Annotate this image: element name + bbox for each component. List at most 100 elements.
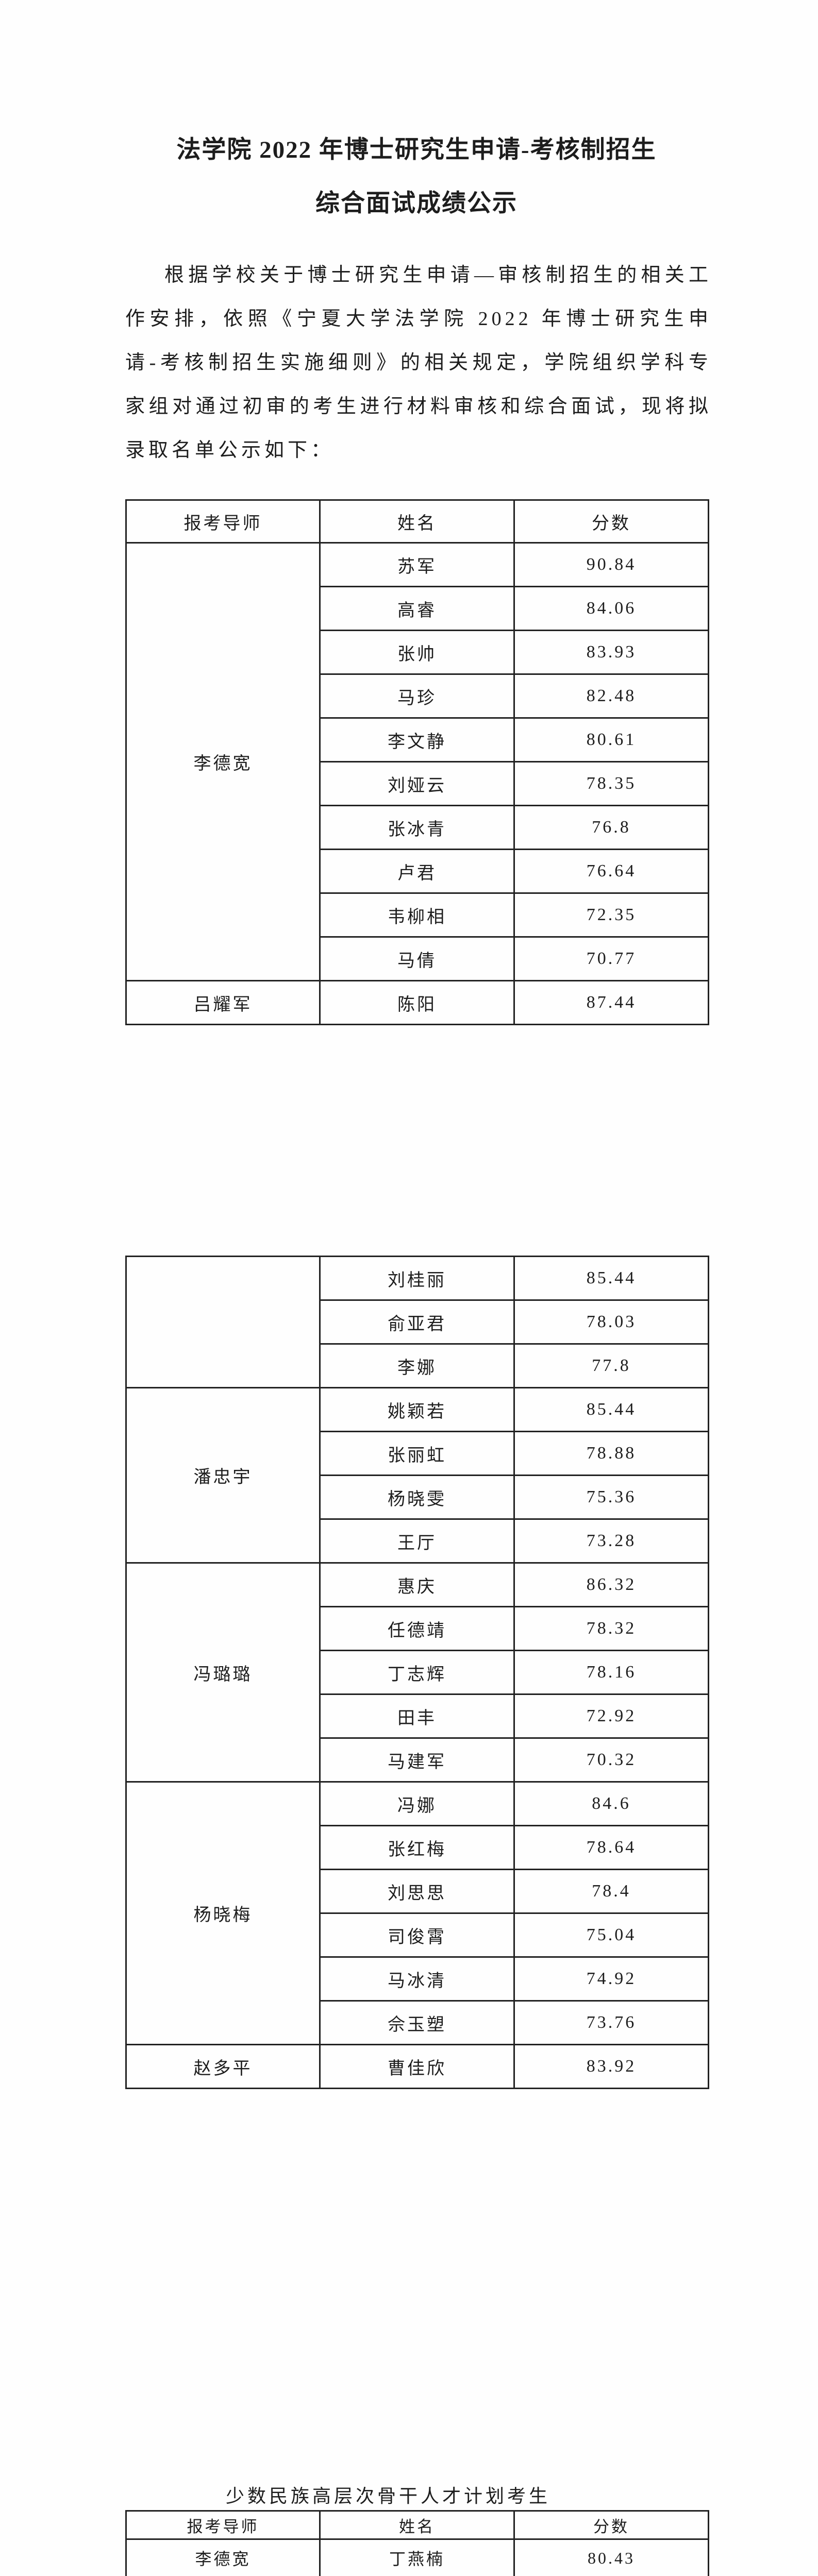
score-cell: 77.8: [513, 1343, 709, 1388]
mentor-cell: 吕耀军: [125, 980, 321, 1025]
score-cell: 72.35: [513, 892, 709, 938]
table-row: 李德宽 丁燕楠 80.43: [125, 2538, 709, 2576]
doc-title-line1: 法学院 2022 年博士研究生申请-考核制招生: [176, 137, 657, 164]
score-cell: 78.03: [513, 1299, 709, 1345]
table-row: 杨晓雯 75.36: [126, 1475, 709, 1520]
score-table-main-part2: 刘桂丽 85.44 俞亚君 78.03 李娜 77.8 潘忠宇 姚颖若 85.44 张丽虹 78.8…: [125, 1256, 709, 2089]
student-name-cell: 曹佳欣: [319, 2044, 515, 2089]
score-cell: 90.84: [513, 542, 709, 587]
table-header-row: 报考导师 姓名 分数: [125, 499, 709, 544]
student-name-cell: 刘思思: [319, 1869, 515, 1914]
score-cell: 76.8: [513, 805, 709, 850]
table-row: 任德靖 78.32: [126, 1606, 709, 1651]
table-row: 吕耀军 陈阳 87.44: [125, 980, 709, 1025]
student-name-cell: 王厅: [319, 1518, 515, 1564]
student-name-cell: 刘桂丽: [319, 1256, 515, 1301]
table-row: 王厅 73.28: [126, 1518, 709, 1564]
score-cell: 73.76: [513, 2000, 709, 2045]
score-cell: 83.93: [513, 630, 709, 675]
table-row: 张帅 83.93: [126, 630, 709, 675]
student-name-cell: 佘玉塑: [319, 2000, 515, 2045]
score-cell: 78.35: [513, 761, 709, 806]
table-row: 马珍 82.48: [126, 673, 709, 719]
score-cell: 86.32: [513, 1562, 709, 1607]
student-name-cell: 马建军: [319, 1737, 515, 1783]
table-header-row: 报考导师 姓名 分数: [125, 2510, 709, 2540]
student-name-cell: 苏军: [319, 542, 515, 587]
table-row: 俞亚君 78.03: [126, 1299, 709, 1345]
table-row: 张红梅 78.64: [126, 1825, 709, 1870]
student-name-cell: 杨晓雯: [319, 1475, 515, 1520]
mentor-cell: 潘忠宇: [125, 1387, 321, 1564]
table-row: 赵多平 曹佳欣 83.92: [125, 2044, 709, 2089]
header-score: 分数: [513, 499, 709, 544]
student-name-cell: 李娜: [319, 1343, 515, 1388]
score-cell: 75.36: [513, 1475, 709, 1520]
mentor-cell: 冯璐璐: [125, 1562, 321, 1783]
intro-paragraph: 根据学校关于博士研究生申请—审核制招生的相关工作安排，依照《宁夏大学法学院 20…: [125, 264, 712, 461]
score-cell: 73.28: [513, 1518, 709, 1564]
student-name-cell: 张帅: [319, 630, 515, 675]
header-score: 分数: [513, 2510, 709, 2540]
header-name: 姓名: [319, 2510, 515, 2540]
student-name-cell: 马珍: [319, 673, 515, 719]
score-table-main-part1: 报考导师 姓名 分数 李德宽 苏军 90.84 高睿 84.06 张帅 83.93 马珍 82.…: [125, 499, 709, 1025]
table-row: 司俊霄 75.04: [126, 1912, 709, 1958]
table-row: 卢君 76.64: [126, 849, 709, 894]
score-cell: 78.4: [513, 1869, 709, 1914]
mentor-cell: 李德宽: [125, 2538, 321, 2576]
table-row: 佘玉塑 73.76: [126, 2000, 709, 2045]
student-name-cell: 张冰青: [319, 805, 515, 850]
table-row: 李娜 77.8: [126, 1343, 709, 1388]
student-name-cell: 俞亚君: [319, 1299, 515, 1345]
student-name-cell: 张丽虹: [319, 1431, 515, 1476]
table-row: 杨晓梅 冯娜 84.6: [125, 1781, 709, 2045]
table-row: 冯璐璐 惠庆 86.32: [125, 1562, 709, 1783]
table-row: 潘忠宇 姚颖若 85.44: [125, 1387, 709, 1564]
score-cell: 80.43: [513, 2538, 709, 2576]
header-mentor: 报考导师: [125, 2510, 321, 2540]
student-name-cell: 马倩: [319, 936, 515, 981]
student-name-cell: 卢君: [319, 849, 515, 894]
table-row: 马倩 70.77: [126, 936, 709, 981]
table-row: 高睿 84.06: [126, 586, 709, 631]
table-row: 马冰清 74.92: [126, 1956, 709, 2002]
student-name-cell: 惠庆: [319, 1562, 515, 1607]
student-name-cell: 冯娜: [319, 1781, 515, 1826]
student-name-cell: 丁志辉: [319, 1650, 515, 1695]
student-name-cell: 丁燕楠: [319, 2538, 515, 2576]
mentor-cell: [125, 1256, 321, 1388]
score-cell: 78.32: [513, 1606, 709, 1651]
table-row: 马建军 70.32: [126, 1737, 709, 1783]
mentor-cell: 赵多平: [125, 2044, 321, 2089]
student-name-cell: 高睿: [319, 586, 515, 631]
score-cell: 85.44: [513, 1256, 709, 1301]
table-row: 张冰青 76.8: [126, 805, 709, 850]
student-name-cell: 司俊霄: [319, 1912, 515, 1958]
student-name-cell: 李文静: [319, 717, 515, 762]
score-cell: 70.77: [513, 936, 709, 981]
student-name-cell: 陈阳: [319, 980, 515, 1025]
student-name-cell: 刘娅云: [319, 761, 515, 806]
header-mentor: 报考导师: [125, 499, 321, 544]
doc-title-line2: 综合面试成绩公示: [315, 190, 517, 217]
student-name-cell: 姚颖若: [319, 1387, 515, 1432]
table-row: 李德宽 苏军 90.84: [125, 542, 709, 981]
student-name-cell: 田丰: [319, 1693, 515, 1739]
score-cell: 84.6: [513, 1781, 709, 1826]
minority-section-title: 少数民族高层次骨干人才计划考生: [225, 2486, 550, 2506]
score-cell: 82.48: [513, 673, 709, 719]
score-cell: 78.64: [513, 1825, 709, 1870]
score-cell: 74.92: [513, 1956, 709, 2002]
score-cell: 70.32: [513, 1737, 709, 1783]
mentor-cell: 李德宽: [125, 542, 321, 981]
mentor-cell: 杨晓梅: [125, 1781, 321, 2045]
score-cell: 83.92: [513, 2044, 709, 2089]
student-name-cell: 任德靖: [319, 1606, 515, 1651]
score-cell: 87.44: [513, 980, 709, 1025]
table-row: 李文静 80.61: [126, 717, 709, 762]
table-row: 丁志辉 78.16: [126, 1650, 709, 1695]
score-cell: 72.92: [513, 1693, 709, 1739]
score-cell: 78.16: [513, 1650, 709, 1695]
